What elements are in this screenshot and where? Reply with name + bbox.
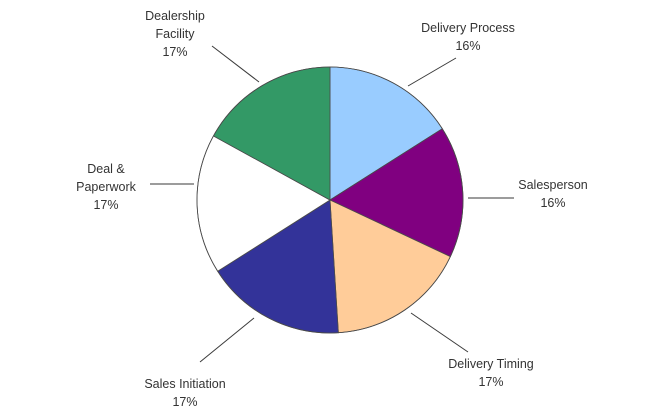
slice-percent-dealership-facility: 17%: [162, 45, 187, 59]
slice-percent-delivery-process: 16%: [455, 39, 480, 53]
slice-percent-sales-initiation: 17%: [172, 395, 197, 409]
leader-line-delivery-process: [407, 57, 457, 87]
data-label-deal-paperwork: Deal & Paperwork 17%: [76, 162, 136, 212]
pie-slices: [196, 66, 464, 334]
slice-name-dealership-facility: Dealership: [145, 9, 205, 23]
slice-percent-salesperson: 16%: [540, 196, 565, 210]
data-label-sales-initiation: Sales Initiation 17%: [144, 377, 225, 409]
pie-outline: [196, 66, 464, 334]
leader-line-delivery-timing: [410, 312, 469, 353]
slice-percent-delivery-timing: 17%: [478, 375, 503, 389]
data-label-salesperson: Salesperson 16%: [518, 178, 588, 210]
data-label-delivery-process: Delivery Process 16%: [421, 21, 515, 53]
slice-name-salesperson: Salesperson: [518, 178, 588, 192]
leader-line-dealership-facility: [211, 45, 260, 83]
slice-name-delivery-timing: Delivery Timing: [448, 357, 533, 371]
slice-percent-deal-paperwork: 17%: [93, 198, 118, 212]
slice-name-deal-paperwork: Deal &: [87, 162, 125, 176]
slice-name-dealership-facility: Facility: [156, 27, 196, 41]
slice-name-deal-paperwork: Paperwork: [76, 180, 136, 194]
slice-name-delivery-process: Delivery Process: [421, 21, 515, 35]
data-label-dealership-facility: Dealership Facility 17%: [145, 9, 205, 59]
leader-line-sales-initiation: [199, 317, 255, 363]
slice-name-sales-initiation: Sales Initiation: [144, 377, 225, 391]
pie-labels: Delivery Process 16%Salesperson 16%Deliver…: [76, 9, 588, 409]
data-label-delivery-timing: Delivery Timing 17%: [448, 357, 533, 389]
